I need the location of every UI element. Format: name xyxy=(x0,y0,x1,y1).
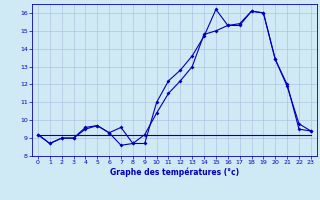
X-axis label: Graphe des températures (°c): Graphe des températures (°c) xyxy=(110,168,239,177)
